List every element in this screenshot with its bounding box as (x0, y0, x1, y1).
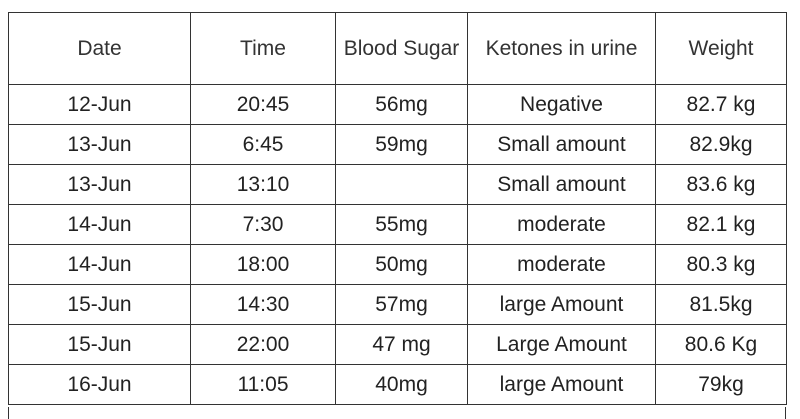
table-cell: 80.3 kg (655, 244, 787, 285)
table-cell: 79kg (655, 364, 787, 405)
table-cell: 20:45 (190, 84, 336, 125)
table-cell: 83.6 kg (655, 164, 787, 205)
table-row: 16-Jun 11:05 40mg large Amount 79kg (8, 364, 787, 405)
table-cell: large Amount (467, 364, 656, 405)
table-cell: 14-Jun (8, 244, 191, 285)
table-cell: 13-Jun (8, 164, 191, 205)
table-row: 15-Jun 22:00 47 mg Large Amount 80.6 Kg (8, 324, 787, 365)
table-cell: 13-Jun (8, 124, 191, 165)
table-cell: 47 mg (335, 324, 468, 365)
table-row: 14-Jun 7:30 55mg moderate 82.1 kg (8, 204, 787, 245)
table-cell: 11:05 (190, 364, 336, 405)
table-cell: 14-Jun (8, 204, 191, 245)
table-row: 13-Jun 6:45 59mg Small amount 82.9kg (8, 124, 787, 165)
table-continuation (8, 407, 786, 419)
header-cell: Date (8, 12, 191, 85)
header-cell: Weight (655, 12, 787, 85)
table-cell: Small amount (467, 164, 656, 205)
top-edge (0, 0, 800, 12)
table-cell: 15-Jun (8, 284, 191, 325)
header-cell: Ketones in urine (467, 12, 656, 85)
table-cell: 81.5kg (655, 284, 787, 325)
table-cell: Small amount (467, 124, 656, 165)
table-cell: 12-Jun (8, 84, 191, 125)
header-cell: Blood Sugar (335, 12, 468, 85)
table-row: 13-Jun 13:10 Small amount 83.6 kg (8, 164, 787, 205)
header-cell: Time (190, 12, 336, 85)
table-row: 15-Jun 14:30 57mg large Amount 81.5kg (8, 284, 787, 325)
table-cell: large Amount (467, 284, 656, 325)
table-cell: 6:45 (190, 124, 336, 165)
table-cell: 18:00 (190, 244, 336, 285)
table-cell: 50mg (335, 244, 468, 285)
table-cell: moderate (467, 204, 656, 245)
table-row: 14-Jun 18:00 50mg moderate 80.3 kg (8, 244, 787, 285)
table-body: 12-Jun 20:45 56mg Negative 82.7 kg 13-Jun 6:45… (8, 84, 787, 405)
table-cell: 59mg (335, 124, 468, 165)
table-cell: 7:30 (190, 204, 336, 245)
table-row: 12-Jun 20:45 56mg Negative 82.7 kg (8, 84, 787, 125)
table-cell: Large Amount (467, 324, 656, 365)
table-cell: 82.9kg (655, 124, 787, 165)
table-cell: 57mg (335, 284, 468, 325)
table-cell: 56mg (335, 84, 468, 125)
table-cell (335, 164, 468, 205)
data-table: Date Time Blood Sugar Ketones in urine Weigh… (8, 12, 787, 405)
table-cell: 22:00 (190, 324, 336, 365)
table-cell: 14:30 (190, 284, 336, 325)
table-cell: 82.7 kg (655, 84, 787, 125)
table-cell: 55mg (335, 204, 468, 245)
table-cell: 40mg (335, 364, 468, 405)
table-cell: moderate (467, 244, 656, 285)
table-cell: 13:10 (190, 164, 336, 205)
table-cell: 15-Jun (8, 324, 191, 365)
header-row: Date Time Blood Sugar Ketones in urine Weigh… (8, 12, 787, 85)
table-cell: 16-Jun (8, 364, 191, 405)
table-cell: Negative (467, 84, 656, 125)
table-cell: 80.6 Kg (655, 324, 787, 365)
table-cell: 82.1 kg (655, 204, 787, 245)
